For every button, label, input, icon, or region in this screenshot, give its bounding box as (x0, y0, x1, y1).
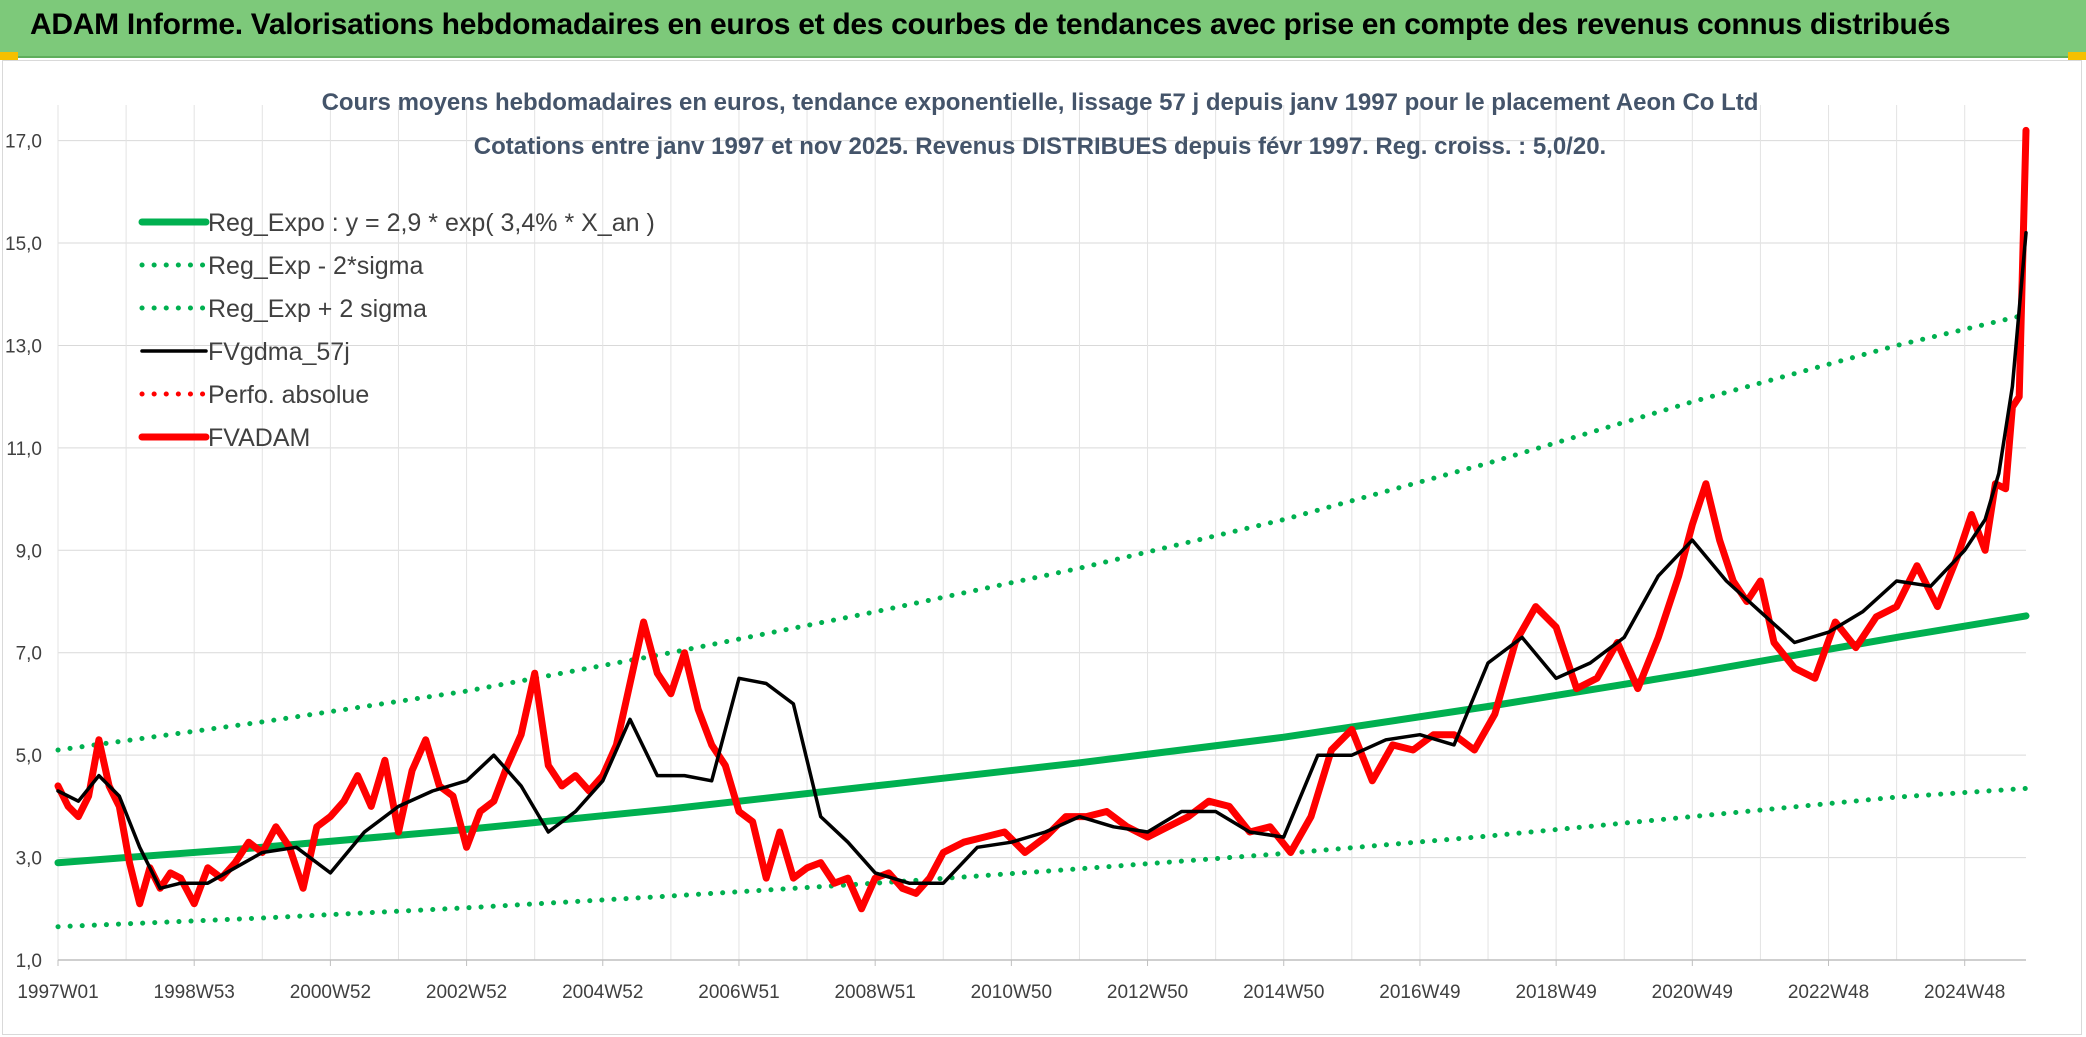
y-tick-label: 3,0 (16, 849, 42, 870)
chart-frame (2, 60, 2082, 1035)
series-line (55, 312, 2029, 753)
chart-legend: Reg_Expo : y = 2,9 * exp( 3,4% * X_an ) R… (138, 209, 655, 452)
x-tick-label: 1997W01 (17, 982, 98, 1003)
x-tick-label: 2002W52 (426, 982, 507, 1003)
report-banner: ADAM Informe. Valorisations hebdomadaire… (0, 0, 2086, 58)
y-tick-label: 15,0 (5, 234, 42, 255)
y-tick-label: 13,0 (5, 336, 42, 357)
chart-subtitle: Cotations entre janv 1997 et nov 2025. R… (474, 133, 1606, 160)
x-tick-label: 1998W53 (154, 982, 235, 1003)
series-line (55, 785, 2029, 930)
x-tick-label: 2010W50 (971, 982, 1052, 1003)
x-tick-label: 2018W49 (1515, 982, 1596, 1003)
legend-label: Reg_Expo : y = 2,9 * exp( 3,4% * X_an ) (208, 209, 655, 237)
legend-label: Perfo. absolue (208, 381, 369, 409)
legend-label: Reg_Exp - 2*sigma (208, 252, 423, 280)
x-tick-label: 2006W51 (698, 982, 779, 1003)
series-group (54, 126, 2030, 930)
y-tick-label: 17,0 (5, 132, 42, 153)
series-line (54, 126, 2030, 913)
y-tick-label: 9,0 (16, 541, 42, 562)
corner-mark-right (2068, 52, 2086, 60)
corner-mark-left (0, 52, 18, 60)
axis-labels: 1,0 3,0 5,0 7,0 9,0 11,0 13,0 15,0 17,0 1997W01 19… (5, 132, 2005, 1003)
y-tick-label: 1,0 (16, 951, 42, 972)
x-tick-label: 2004W52 (562, 982, 643, 1003)
legend-label: Reg_Exp + 2 sigma (208, 295, 427, 323)
grid-lines (57, 105, 2026, 966)
x-tick-label: 2016W49 (1379, 982, 1460, 1003)
x-tick-label: 2000W52 (290, 982, 371, 1003)
chart-title: Cours moyens hebdomadaires en euros, ten… (322, 89, 1759, 116)
x-tick-label: 2020W49 (1652, 982, 1733, 1003)
x-tick-label: 2008W51 (834, 982, 915, 1003)
series-line (56, 231, 2028, 891)
x-tick-label: 2012W50 (1107, 982, 1188, 1003)
legend-label: FVgdma_57j (208, 338, 350, 366)
x-tick-label: 2014W50 (1243, 982, 1324, 1003)
x-tick-label: 2022W48 (1788, 982, 1869, 1003)
y-tick-label: 5,0 (16, 746, 42, 767)
y-tick-label: 7,0 (16, 644, 42, 665)
legend-label: FVADAM (208, 424, 310, 452)
report-title: ADAM Informe. Valorisations hebdomadaire… (30, 8, 1951, 41)
x-tick-label: 2024W48 (1924, 982, 2005, 1003)
y-tick-label: 11,0 (6, 439, 42, 460)
